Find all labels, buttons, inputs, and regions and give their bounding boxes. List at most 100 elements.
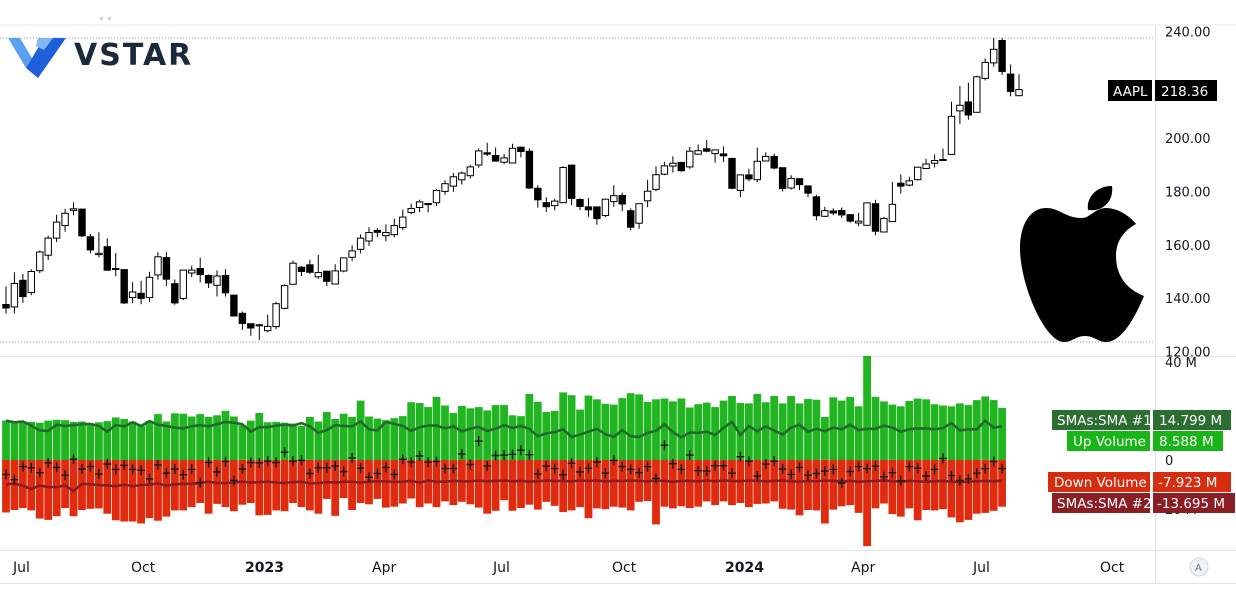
up-volume-bar [500, 405, 508, 460]
candle-down [103, 246, 111, 271]
candle-up [475, 150, 483, 166]
net-volume-marker [314, 462, 323, 473]
down-volume-bar [812, 460, 821, 511]
down-volume-bar [778, 460, 787, 509]
candle-down [770, 156, 778, 169]
down-volume-bar [745, 460, 753, 508]
time-tick-label: Jul [12, 560, 30, 576]
legend-up-volume: Up Volume 8.588 M [1067, 431, 1223, 451]
down-volume-bar [162, 460, 171, 517]
legend-down-volume-name: Down Volume [1054, 475, 1147, 491]
net-volume-marker [179, 469, 188, 480]
net-volume-marker [204, 457, 213, 468]
net-volume-marker [196, 477, 205, 488]
net-volume-marker [837, 478, 846, 488]
candle-down [238, 312, 247, 324]
candle-up [981, 61, 989, 79]
down-volume-bar [905, 460, 914, 509]
candle-up [990, 48, 998, 64]
candle-up [1015, 89, 1023, 97]
volume-pane [2, 355, 1007, 547]
candle-up [415, 201, 424, 208]
up-volume-bar [508, 415, 517, 460]
candle-up [736, 174, 745, 191]
candlestick-series [2, 37, 1023, 340]
up-volume-bar [95, 422, 103, 460]
net-volume-marker [69, 454, 78, 465]
candle-down [196, 268, 204, 276]
candle-up [95, 252, 103, 256]
candle-down [897, 182, 905, 187]
candle-up [643, 190, 652, 202]
sma1-line [5, 419, 1003, 439]
up-volume-bar [896, 406, 905, 460]
net-volume-marker [508, 449, 517, 460]
net-volume-marker [272, 457, 281, 468]
net-volume-marker [86, 461, 95, 472]
candle-down [871, 203, 880, 232]
up-volume-bar [601, 403, 610, 460]
up-volume-bar [542, 412, 551, 460]
down-volume-bar [896, 460, 905, 517]
net-volume-marker [787, 469, 796, 480]
net-volume-marker [863, 463, 871, 474]
candle-down [795, 178, 804, 186]
candle-down [618, 195, 626, 205]
net-volume-marker [229, 475, 238, 486]
sma2-line [5, 479, 1003, 493]
net-volume-marker [770, 456, 779, 467]
up-volume-bar [103, 421, 112, 460]
candle-up [956, 104, 964, 112]
net-volume-marker [263, 456, 272, 467]
up-volume-bar [331, 419, 340, 460]
down-volume-bar [272, 460, 281, 511]
candle-down [542, 202, 550, 208]
up-volume-bar [61, 420, 69, 460]
net-volume-marker [677, 464, 686, 475]
net-volume-marker [753, 471, 762, 481]
time-tick-label: Oct [1100, 560, 1125, 576]
down-volume-bar [331, 460, 340, 516]
net-volume-marker [888, 467, 897, 478]
candle-down [567, 164, 576, 199]
candle-up [973, 76, 981, 113]
down-volume-bar [263, 460, 272, 515]
candle-down [838, 209, 846, 216]
down-volume-bar [947, 460, 956, 518]
candle-down [576, 199, 584, 207]
up-volume-bar [846, 396, 855, 460]
net-volume-marker [365, 472, 373, 483]
net-volume-marker [922, 471, 931, 481]
up-volume-bar [491, 405, 500, 460]
up-volume-bar [432, 396, 441, 460]
candle-down [120, 269, 128, 304]
down-volume-bar [930, 460, 939, 511]
legend-down-volume: Down Volume -7.923 M [1048, 472, 1231, 492]
candle-up [610, 195, 618, 203]
up-volume-bar [745, 403, 753, 460]
up-volume-bar [154, 414, 162, 460]
candle-up [905, 180, 913, 186]
candle-up [787, 177, 795, 189]
candle-up [154, 256, 162, 276]
candle-up [441, 183, 449, 192]
legend-down-volume-value: -7.923 M [1158, 475, 1217, 491]
net-volume-marker [10, 474, 19, 485]
down-volume-bar [111, 460, 120, 521]
candle-up [69, 208, 78, 211]
net-volume-marker [896, 475, 905, 486]
net-volume-marker [424, 457, 433, 468]
net-volume-marker [778, 464, 787, 474]
candle-down [719, 153, 728, 157]
up-volume-bar [128, 421, 137, 460]
down-volume-bar [981, 460, 990, 513]
candle-up [264, 325, 272, 332]
candle-down [137, 292, 145, 299]
auto-scale-button[interactable]: A [1189, 557, 1209, 577]
candle-down [483, 152, 491, 155]
net-volume-marker [221, 456, 230, 467]
time-tick-label: Apr [372, 560, 396, 576]
up-volume-bar [888, 404, 897, 460]
candle-up [399, 216, 407, 229]
